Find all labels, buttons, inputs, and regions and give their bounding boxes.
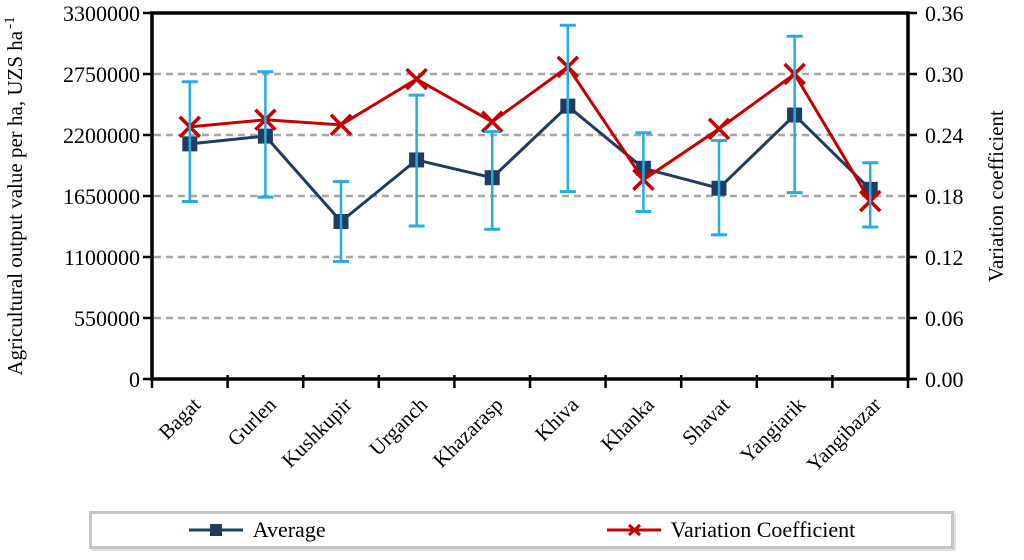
x-axis-label-Khiva: Khiva — [530, 392, 584, 446]
error-bar-Shavat — [711, 139, 727, 237]
y2-axis-tick-label: 0.00 — [925, 367, 964, 392]
variation-point-Urganch — [405, 67, 428, 91]
y-axis-tick-label: 0 — [129, 367, 140, 392]
legend-item-variation-coefficient: Variation Coefficient — [606, 517, 856, 543]
y-axis-tick-label: 550000 — [74, 306, 140, 331]
error-bar-Khiva — [559, 23, 576, 194]
x-axis-label-Kushkupir: Kushkupir — [277, 393, 357, 473]
error-bar-Kushkupir — [333, 180, 349, 263]
error-bar-Gurlen — [257, 70, 274, 199]
x-axis-label-Khanka: Khanka — [596, 392, 660, 456]
error-bar-Khanka — [635, 131, 652, 214]
y-axis-tick-label: 1100000 — [64, 245, 140, 270]
x-axis-label-Khazarasp: Khazarasp — [428, 393, 508, 473]
y2-axis-tick-label: 0.18 — [925, 184, 964, 209]
y2-axis-title: Variation coefficient — [984, 110, 1008, 282]
y2-axis-tick-label: 0.36 — [925, 1, 964, 26]
average-series-line — [189, 104, 872, 224]
y-axis-title: Agricultural output value per ha, UZS ha… — [2, 16, 27, 375]
y2-axis-tick-label: 0.12 — [925, 245, 964, 270]
variation-point-Khazarasp — [480, 110, 504, 134]
variation-point-Shavat — [707, 117, 731, 141]
y-axis-tick-label: 2750000 — [63, 62, 140, 87]
x-axis-label-Gurlen: Gurlen — [223, 392, 282, 451]
variation-series-marker-icon — [606, 523, 661, 537]
y-axis-tick-label: 1650000 — [63, 184, 140, 209]
x-axis-label-Urganch: Urganch — [364, 392, 432, 460]
y2-axis-tick-label: 0.30 — [925, 62, 964, 87]
y2-axis-tick-label: 0.06 — [925, 306, 964, 331]
error-bar-Bagat — [181, 80, 198, 204]
variation-series-line — [189, 64, 872, 202]
x-axis-label-Bagat: Bagat — [154, 392, 206, 444]
variation-point-Kushkupir — [329, 113, 353, 137]
y-axis-tick-label: 2200000 — [63, 123, 140, 148]
error-bar-Yangibazar — [862, 161, 879, 229]
x-axis-label-Yangibazar: Yangibazar — [802, 393, 886, 477]
legend-label-average: Average — [252, 517, 326, 542]
error-bar-Urganch — [408, 93, 425, 228]
x-axis-label-Yangiarik: Yangiarik — [735, 392, 810, 467]
error-bar-Khazarasp — [484, 130, 501, 231]
error-bar-Yangiarik — [786, 34, 803, 195]
legend-item-average: Average — [188, 517, 326, 543]
legend-label-variation-coefficient: Variation Coefficient — [670, 517, 856, 542]
y-axis-tick-label: 3300000 — [63, 1, 140, 26]
y2-axis-tick-label: 0.24 — [925, 123, 964, 148]
legend: Average Variation Coefficient — [89, 511, 954, 549]
average-series-marker-icon — [188, 524, 243, 536]
x-axis-label-Shavat: Shavat — [677, 392, 735, 450]
